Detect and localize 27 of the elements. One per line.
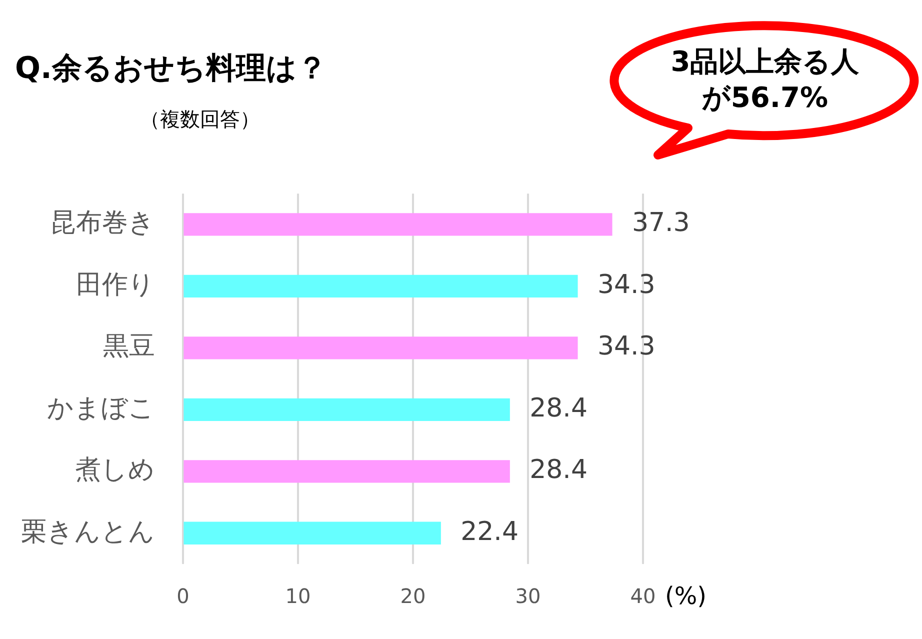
bar xyxy=(184,274,578,298)
x-axis-title: (%) xyxy=(665,582,707,610)
y-tick-label: 昆布巻き xyxy=(50,208,155,238)
data-label: 22.4 xyxy=(460,516,518,547)
data-label: 34.3 xyxy=(597,332,656,362)
bar xyxy=(184,398,510,421)
chart-title: Q.余るおせち料理は？ xyxy=(15,50,327,88)
bar xyxy=(184,522,441,544)
y-tick-label: 黒豆 xyxy=(103,332,155,362)
bar xyxy=(184,336,578,360)
y-tick-label: 田作り xyxy=(76,270,155,300)
data-label: 37.3 xyxy=(632,208,690,238)
text: 3品以上余る人が56.7% xyxy=(670,44,860,116)
data-label: 34.3 xyxy=(597,270,656,300)
x-tick-label: 0 xyxy=(176,584,190,608)
y-tick-label: 煮しめ xyxy=(75,455,155,486)
x-tick-label: 20 xyxy=(400,584,426,608)
bar xyxy=(184,213,612,236)
x-tick-label: 40 xyxy=(630,584,656,608)
y-tick-label: かまぼこ xyxy=(47,393,155,424)
data-label: 28.4 xyxy=(530,393,588,424)
chart-subtitle: （複数回答） xyxy=(140,106,260,133)
x-tick-label: 10 xyxy=(285,584,311,608)
bar xyxy=(184,460,510,483)
data-label: 28.4 xyxy=(530,455,588,486)
x-tick-label: 30 xyxy=(515,584,541,608)
y-tick-label: 栗きんとん xyxy=(21,516,155,547)
